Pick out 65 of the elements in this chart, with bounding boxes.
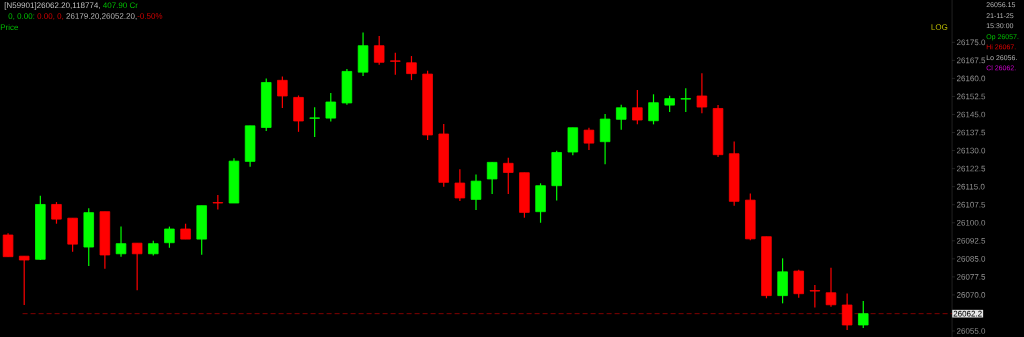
annotation: 0, (8, 13, 15, 20)
annotation: LOG (931, 24, 948, 30)
y-tick-label: 26100.0 (956, 219, 986, 226)
y-tick-label: 26160.0 (956, 75, 986, 82)
candlestick (35, 195, 46, 261)
y-tick-label: 26167.5 (956, 57, 986, 64)
y-tick-label: 26092.5 (956, 237, 986, 244)
candlestick (567, 127, 579, 156)
annotation: -0.50% (137, 13, 163, 19)
candlestick (277, 75, 288, 109)
annotation: 0.00: (17, 13, 35, 19)
candlestick (261, 77, 272, 132)
y-tick-label: 26077.5 (956, 274, 986, 280)
candlestick (648, 93, 659, 125)
candlestick (632, 89, 643, 125)
candlestick (858, 300, 869, 329)
candlestick (809, 284, 821, 309)
candlestick (325, 92, 337, 123)
candlestick (293, 94, 304, 133)
y-tick-label: 26055.0 (956, 328, 986, 334)
candlestick (18, 255, 30, 306)
candlestick (745, 192, 756, 241)
annotation: Price (0, 24, 19, 31)
y-tick-label: 26070.0 (956, 292, 986, 298)
candlestick (503, 157, 514, 195)
candlestick (196, 205, 207, 256)
y-tick-label: 26137.5 (956, 129, 986, 136)
candlestick (519, 172, 530, 219)
candlestick (67, 217, 78, 253)
annotation: 407.90 Cr (102, 2, 138, 9)
candlestick (615, 104, 627, 131)
annotation: [N59901]26062.20,118774, (4, 2, 100, 10)
y-tick-label: 26152.5 (956, 93, 986, 100)
candlestick (728, 140, 740, 207)
y-tick-label: 26085.0 (956, 255, 986, 262)
candlestick (583, 127, 595, 151)
candlestick (696, 72, 708, 114)
candlestick (438, 123, 449, 188)
candlestick (793, 269, 804, 299)
candlestick (454, 168, 466, 202)
y-tick-label: 26130.0 (956, 147, 986, 154)
annotation: 0.00, (37, 13, 55, 20)
y-tick-label: 26175.0 (956, 39, 986, 46)
y-tick-label: 26115.0 (956, 183, 985, 190)
candlestick (551, 150, 562, 202)
candlestick (390, 52, 401, 76)
candlestick (51, 201, 62, 225)
y-tick-label: 26122.5 (956, 165, 986, 172)
candlestick (535, 182, 546, 224)
candlestick (164, 225, 175, 249)
candlestick (841, 292, 853, 331)
annotation: 0, (57, 13, 64, 20)
candlestick (777, 257, 788, 304)
candlestick (680, 87, 692, 113)
y-tick-label: 26145.0 (956, 111, 986, 118)
annotation: 26179.20,26052.20, (66, 13, 137, 20)
ref-line-label: 26062.2 (953, 310, 982, 317)
y-tick-label: 26107.5 (956, 201, 986, 208)
candlestick (422, 70, 433, 141)
candlestick (309, 106, 320, 138)
candlestick (406, 55, 417, 81)
candlestick (83, 207, 94, 267)
candlestick (131, 242, 143, 291)
candlestick (761, 236, 772, 299)
candlestick (373, 35, 385, 66)
